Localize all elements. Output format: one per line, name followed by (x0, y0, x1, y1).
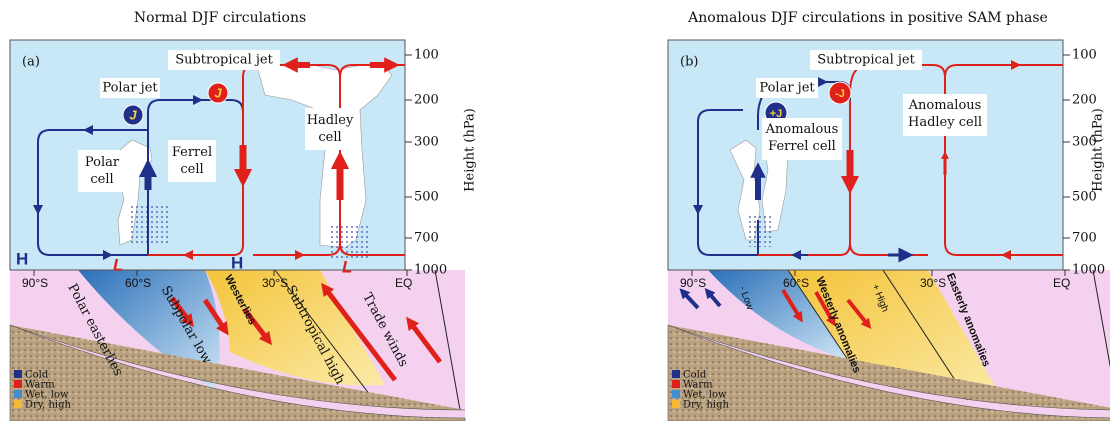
panel-a: Normal DJF circulations (a) Subtropical … (10, 10, 478, 421)
panel-label: (a) (22, 55, 40, 70)
latitude-label: 60°S (125, 276, 151, 290)
rain (746, 215, 774, 247)
legend-swatch (14, 390, 22, 398)
height-tick-label: 100 (1072, 48, 1097, 63)
panel-title: Anomalous DJF circulations in positive S… (687, 10, 1048, 26)
jet-label: Polar jet (759, 81, 815, 96)
axis-label: Height (hPa) (1091, 108, 1106, 192)
panel-label: (b) (680, 55, 698, 70)
jet-marker-label: J (214, 85, 222, 100)
jet-label: Subtropical jet (817, 53, 915, 68)
height-tick-label: 1000 (414, 263, 447, 278)
height-tick-label: 100 (414, 48, 439, 63)
latitude-label: 30°S (262, 276, 288, 290)
jet-label: Subtropical jet (175, 53, 273, 68)
latitude-label: 90°S (680, 276, 706, 290)
latitude-label: EQ (395, 276, 412, 290)
atmosphere-box (668, 40, 1063, 270)
latitude-label: 90°S (22, 276, 48, 290)
legend-swatch (672, 390, 680, 398)
latitude-label: EQ (1053, 276, 1070, 290)
jet-label: Polar jet (102, 81, 158, 96)
height-tick-label: 1000 (1072, 263, 1105, 278)
height-tick-label: 200 (1072, 93, 1097, 108)
height-tick-label: 300 (414, 135, 439, 150)
panel-title: Normal DJF circulations (134, 10, 306, 26)
pressure-center: H (231, 253, 243, 272)
height-tick-label: 700 (1072, 231, 1097, 246)
legend-swatch (14, 370, 22, 378)
legend-label: Dry, high (25, 400, 72, 411)
height-tick-label: 700 (414, 231, 439, 246)
jet-marker-label: J (129, 107, 137, 122)
height-tick-label: 200 (414, 93, 439, 108)
latitude-label: 60°S (783, 276, 809, 290)
height-tick-label: 500 (414, 190, 439, 205)
pressure-center: L (342, 257, 352, 276)
pressure-center: H (16, 249, 28, 268)
legend-label: Dry, high (683, 400, 730, 411)
legend-swatch (14, 380, 22, 388)
panel-b: Anomalous DJF circulations in positive S… (668, 10, 1110, 421)
legend-swatch (672, 370, 680, 378)
legend-swatch (14, 400, 22, 408)
axis-label: Height (hPa) (463, 108, 478, 192)
jet-marker-label: -J (835, 88, 845, 100)
latitude-label: 30°S (920, 276, 946, 290)
figure: Normal DJF circulations (a) Subtropical … (0, 0, 1110, 421)
legend-swatch (672, 400, 680, 408)
pressure-center: L (113, 255, 123, 274)
legend-swatch (672, 380, 680, 388)
